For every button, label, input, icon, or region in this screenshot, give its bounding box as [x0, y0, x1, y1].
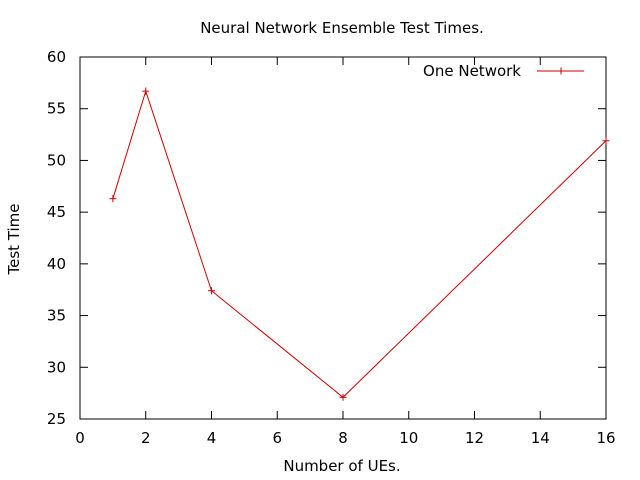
- y-tick-label: 25: [47, 410, 66, 428]
- legend-marker: [557, 67, 565, 75]
- x-tick-label: 6: [272, 429, 282, 447]
- x-tick-label: 4: [207, 429, 217, 447]
- series-layer: [109, 87, 610, 401]
- y-tick-label: 30: [47, 358, 66, 376]
- series-line: [112, 89, 607, 398]
- legend: One Network: [423, 62, 584, 80]
- data-point: [602, 137, 610, 145]
- x-tick-label: 2: [141, 429, 151, 447]
- x-tick-label: 10: [399, 429, 418, 447]
- data-point: [208, 287, 215, 295]
- y-axis-ticks: 25 30 35 40 45 50 55 60: [47, 48, 606, 428]
- data-point: [142, 87, 150, 95]
- x-tick-label: 8: [338, 429, 348, 447]
- plot-frame: [79, 56, 607, 420]
- x-tick-label: 0: [75, 429, 85, 447]
- x-tick-label: 16: [596, 429, 615, 447]
- x-axis-ticks: 0 2 4 6 8 10 12 14 16: [75, 57, 616, 447]
- x-axis-label: Number of UEs.: [283, 457, 400, 475]
- legend-label: One Network: [423, 62, 521, 80]
- y-tick-label: 40: [47, 255, 66, 273]
- data-point: [339, 393, 347, 401]
- y-tick-label: 55: [47, 100, 66, 118]
- x-tick-label: 12: [465, 429, 484, 447]
- y-tick-label: 60: [47, 48, 66, 66]
- y-tick-label: 50: [47, 151, 66, 169]
- x-tick-label: 14: [531, 429, 550, 447]
- data-point: [109, 195, 117, 203]
- y-axis-label: Test Time: [5, 203, 23, 275]
- y-tick-label: 45: [47, 203, 66, 221]
- chart-title: Neural Network Ensemble Test Times.: [200, 19, 484, 37]
- y-tick-label: 35: [47, 307, 66, 325]
